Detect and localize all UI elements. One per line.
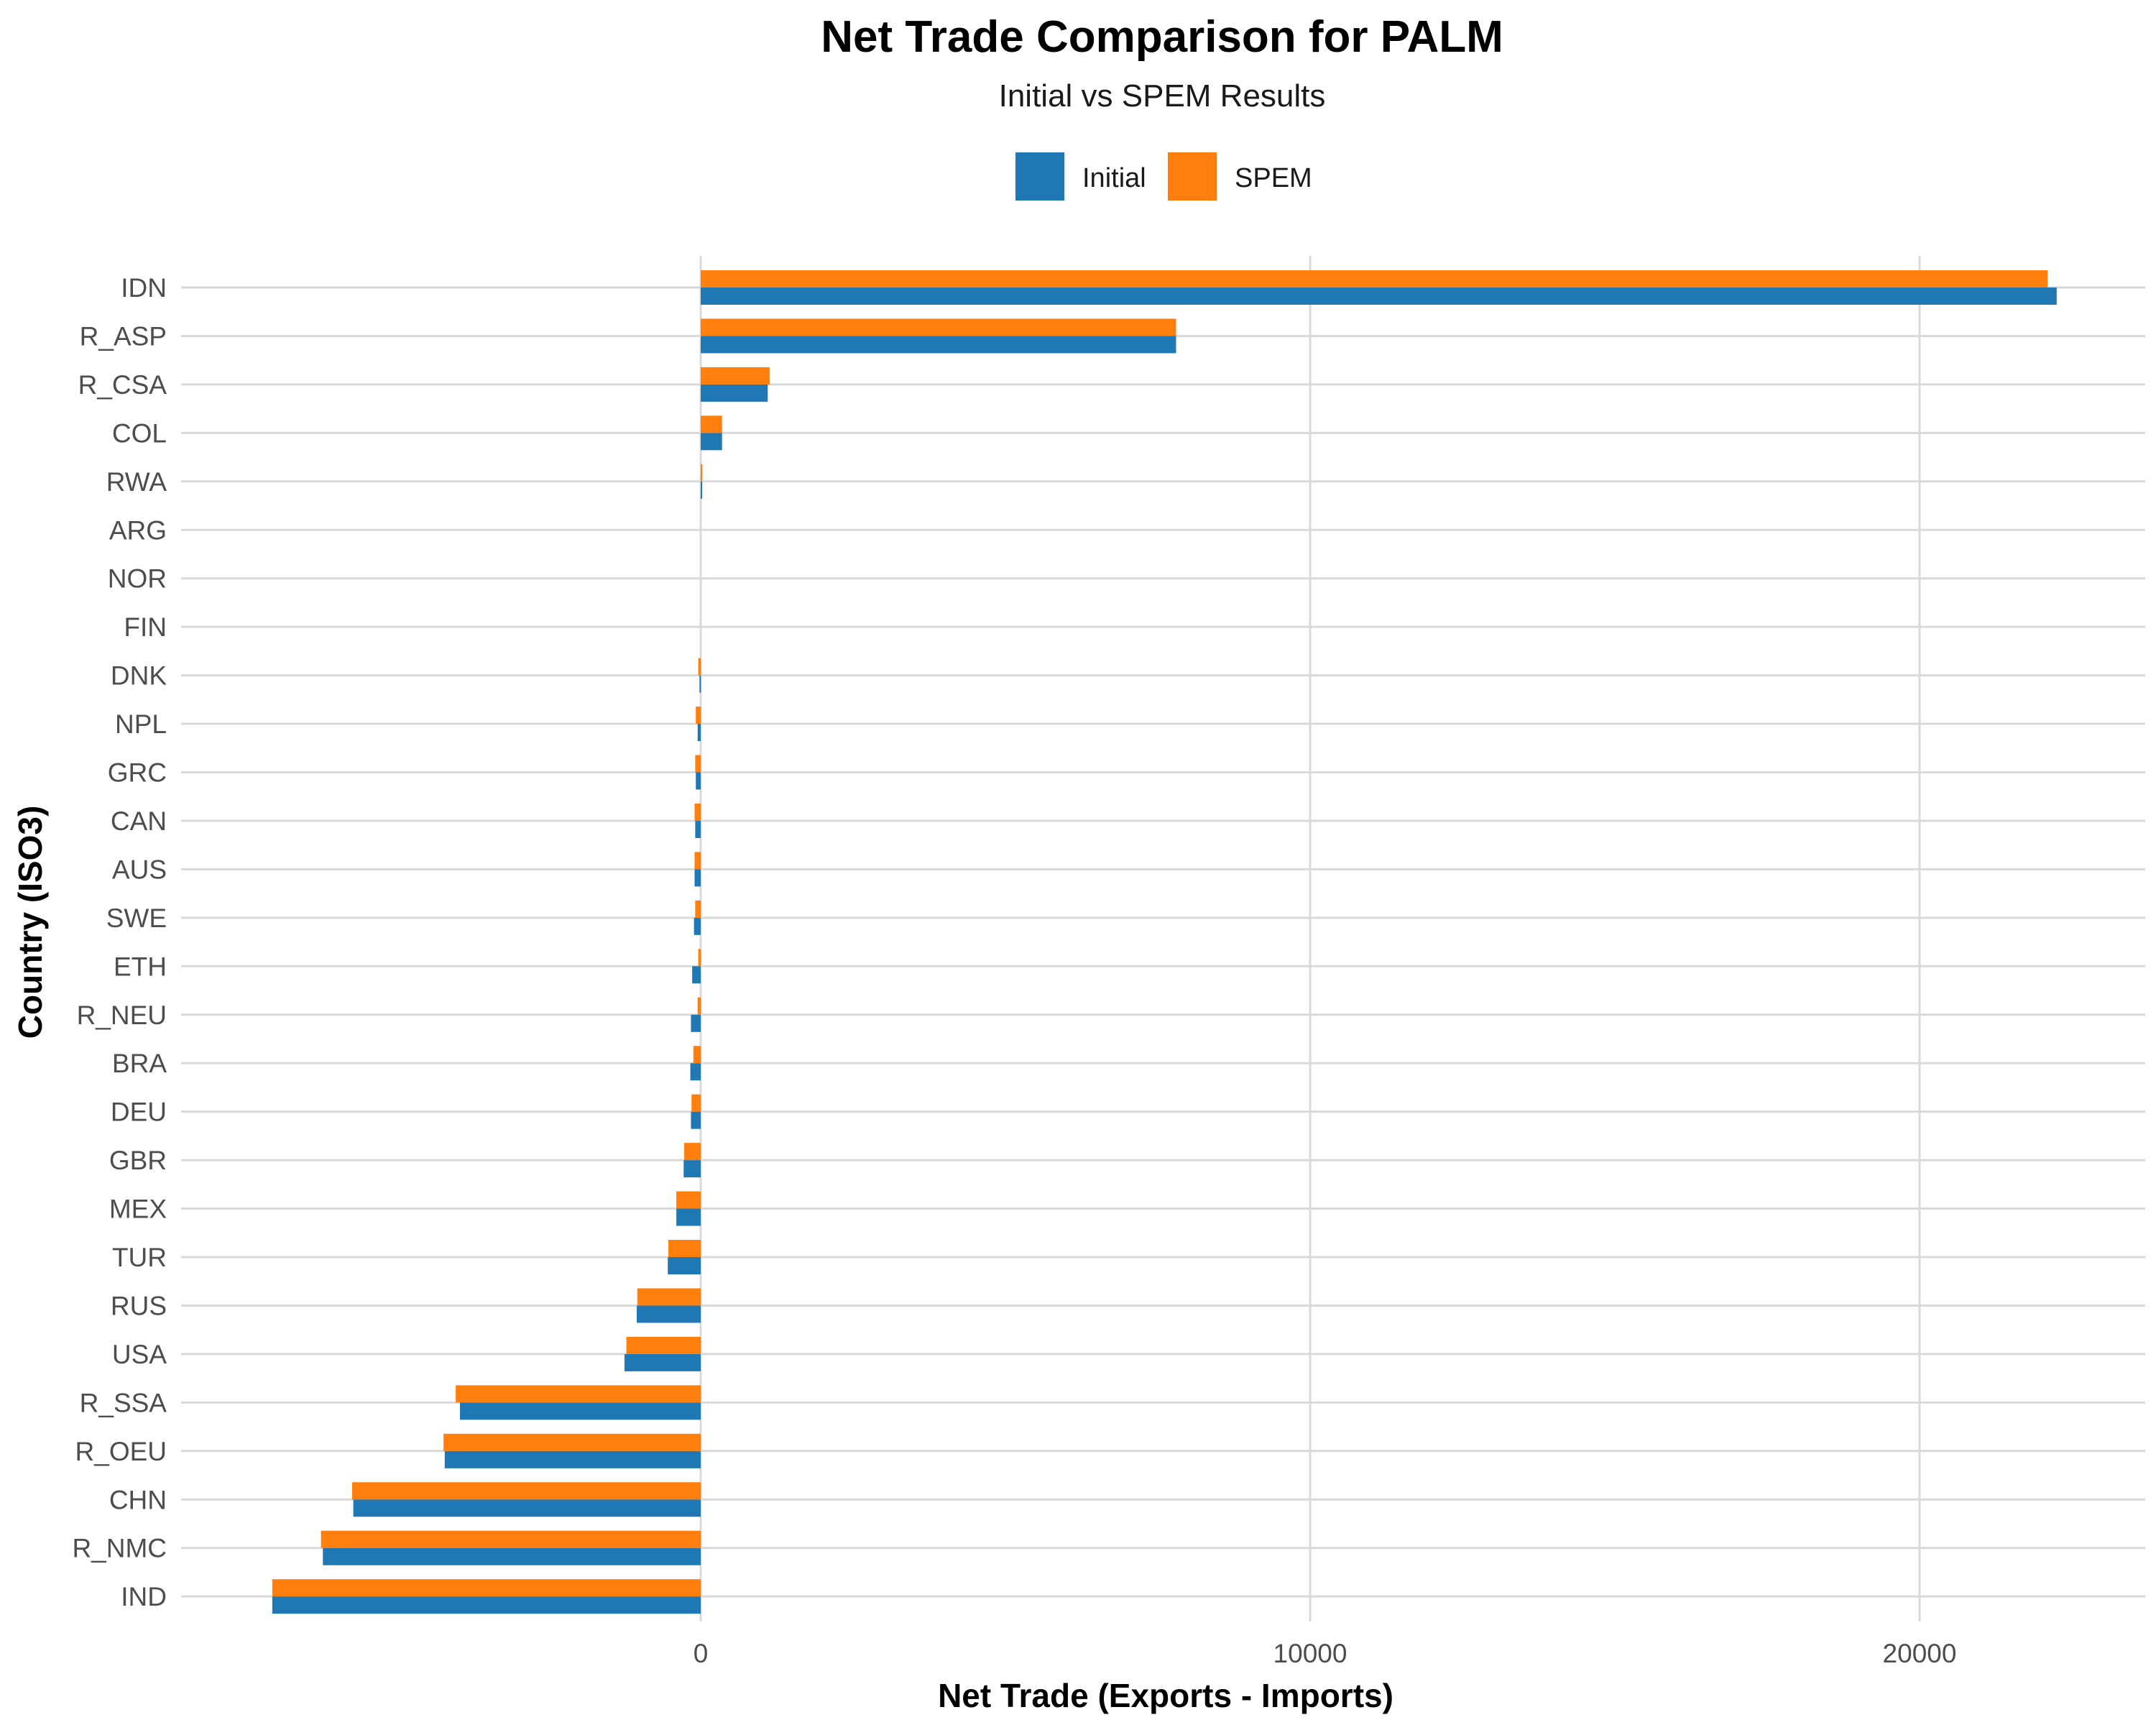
bar-initial-grc [696, 772, 701, 790]
y-tick-label-aus: AUS [112, 855, 167, 884]
bar-initial-r-csa [701, 384, 768, 402]
bar-spem-grc [695, 755, 701, 773]
bar-initial-r-ssa [460, 1402, 701, 1420]
y-tick-label-usa: USA [112, 1340, 167, 1369]
bar-initial-can [695, 820, 701, 838]
bar-spem-bra [693, 1046, 701, 1064]
bar-initial-idn [701, 288, 2057, 305]
bar-initial-chn [353, 1499, 701, 1517]
bar-initial-aus [694, 869, 701, 887]
y-tick-label-npl: NPL [115, 709, 167, 739]
bar-spem-ind [272, 1579, 701, 1597]
bar-spem-eth [698, 949, 701, 967]
bar-layer [272, 270, 2057, 1614]
x-tick-labels: 0 10000 20000 [694, 1639, 1957, 1668]
y-tick-label-swe: SWE [106, 903, 167, 933]
x-tick-label: 10000 [1273, 1639, 1348, 1668]
bar-initial-swe [694, 917, 701, 935]
bar-initial-bra [690, 1063, 701, 1081]
bar-spem-aus [694, 852, 701, 870]
y-tick-label-ind: IND [121, 1582, 167, 1611]
y-tick-label-bra: BRA [112, 1049, 167, 1078]
x-tick-label: 0 [694, 1639, 709, 1668]
bar-initial-tur [668, 1257, 701, 1274]
chart-subtitle: Initial vs SPEM Results [999, 78, 1326, 114]
legend-label-spem: SPEM [1235, 163, 1312, 193]
y-tick-label-gbr: GBR [109, 1146, 167, 1175]
bar-initial-col [701, 433, 722, 451]
bar-initial-ind [272, 1596, 701, 1614]
bar-initial-npl [697, 724, 701, 742]
legend: Initial SPEM [1015, 152, 1312, 201]
bar-initial-rwa [701, 481, 702, 499]
y-tick-label-eth: ETH [114, 952, 167, 981]
bar-spem-rwa [701, 464, 703, 482]
bar-spem-dnk [698, 658, 701, 676]
bar-spem-npl [696, 707, 701, 724]
y-tick-label-col: COL [112, 418, 167, 448]
x-tick-label: 20000 [1883, 1639, 1957, 1668]
y-tick-labels: IDN R_ASP R_CSA COL RWA ARG NOR FIN DNK NPL GRC CAN… [72, 273, 167, 1611]
bar-initial-usa [625, 1353, 701, 1371]
bar-spem-gbr [684, 1143, 701, 1161]
y-tick-label-dnk: DNK [111, 661, 167, 691]
y-tick-label-mex: MEX [109, 1195, 167, 1224]
bar-spem-r-asp [701, 318, 1176, 336]
bar-spem-usa [626, 1336, 701, 1354]
bar-initial-deu [691, 1111, 701, 1129]
y-tick-label-r-asp: R_ASP [80, 321, 167, 351]
bar-spem-col [701, 415, 722, 433]
chart-title: Net Trade Comparison for PALM [821, 12, 1503, 62]
bar-initial-dnk [699, 675, 701, 693]
y-tick-label-chn: CHN [109, 1485, 167, 1514]
y-tick-label-arg: ARG [109, 515, 167, 545]
bar-spem-r-csa [701, 367, 770, 385]
bar-spem-deu [691, 1094, 701, 1112]
bar-initial-rus [636, 1305, 701, 1323]
y-tick-label-grc: GRC [108, 758, 167, 788]
bar-initial-mex [676, 1208, 701, 1226]
y-tick-label-r-csa: R_CSA [78, 370, 167, 400]
y-axis-title: Country (ISO3) [11, 806, 49, 1039]
bar-spem-idn [701, 270, 2048, 288]
bar-initial-r-oeu [444, 1450, 701, 1468]
bar-spem-can [694, 803, 701, 821]
bar-spem-swe [695, 900, 701, 918]
y-tick-label-rus: RUS [111, 1291, 167, 1320]
bar-initial-r-neu [691, 1014, 701, 1032]
bar-initial-r-asp [701, 336, 1176, 354]
bar-initial-gbr [683, 1160, 701, 1178]
legend-swatch-spem [1168, 152, 1217, 201]
bar-spem-r-neu [697, 997, 701, 1015]
y-tick-label-r-oeu: R_OEU [75, 1437, 167, 1466]
y-tick-label-fin: FIN [124, 612, 167, 642]
bar-initial-eth [692, 966, 701, 984]
y-tick-label-deu: DEU [111, 1098, 167, 1127]
y-tick-label-tur: TUR [112, 1243, 167, 1272]
y-tick-label-nor: NOR [108, 564, 167, 594]
grid-layer [181, 256, 2145, 1622]
bar-spem-tur [668, 1240, 701, 1257]
bar-spem-mex [676, 1191, 701, 1209]
y-tick-label-r-neu: R_NEU [77, 1000, 167, 1030]
bar-spem-r-ssa [456, 1385, 701, 1403]
x-axis-title: Net Trade (Exports - Imports) [938, 1677, 1393, 1714]
bar-spem-chn [351, 1482, 701, 1500]
y-tick-label-can: CAN [111, 806, 167, 836]
y-tick-label-idn: IDN [121, 273, 167, 303]
bar-spem-rus [637, 1288, 701, 1306]
y-tick-label-r-nmc: R_NMC [72, 1534, 167, 1563]
y-tick-label-r-ssa: R_SSA [80, 1388, 167, 1417]
y-tick-label-rwa: RWA [106, 467, 167, 497]
legend-label-initial: Initial [1082, 163, 1146, 193]
bar-spem-r-nmc [321, 1530, 701, 1548]
bar-initial-r-nmc [323, 1547, 701, 1565]
legend-swatch-initial [1015, 152, 1064, 201]
bar-spem-r-oeu [443, 1433, 701, 1451]
